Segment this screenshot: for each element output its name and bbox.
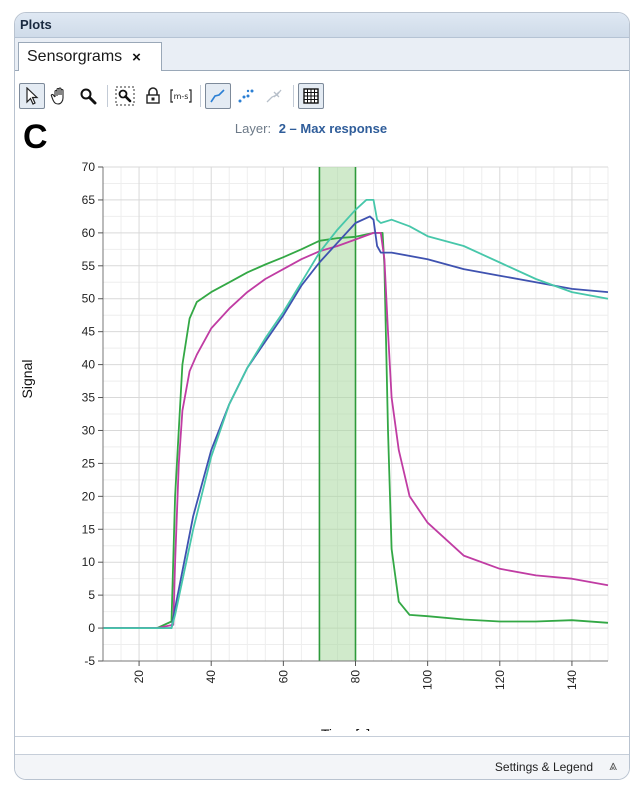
lock-axis-icon [146, 87, 160, 104]
legend-divider [15, 736, 629, 737]
x-tick-label: 20 [132, 670, 146, 684]
toolbar-separator [200, 85, 201, 107]
y-tick-label: 50 [82, 292, 96, 306]
zoom-icon [80, 88, 97, 105]
y-tick-label: 0 [88, 621, 95, 635]
x-tick-label: 40 [204, 670, 218, 684]
line-mode-icon [210, 89, 225, 103]
fit-range-icon: m-s [170, 89, 192, 103]
tab-label: Sensorgrams [27, 48, 123, 65]
panel-letter: C [23, 118, 48, 156]
tab-strip: Sensorgrams × [15, 38, 629, 71]
toolbar-separator [293, 85, 294, 107]
point-mode-button[interactable] [233, 83, 259, 109]
settings-legend-label[interactable]: Settings & Legend [494, 760, 593, 774]
layer-prefix: Layer: [235, 121, 271, 136]
tab-sensorgrams[interactable]: Sensorgrams × [18, 42, 162, 71]
y-tick-label: 20 [82, 489, 96, 503]
x-tick-label: 140 [565, 670, 579, 690]
series-line-4 [103, 199, 609, 629]
series-line-3 [103, 215, 609, 629]
pan-hand-icon [50, 87, 64, 105]
y-tick-label: 5 [88, 588, 95, 602]
y-tick-label: 70 [82, 160, 96, 174]
zoom-region-button[interactable] [112, 83, 138, 109]
y-tick-label: 30 [82, 423, 96, 437]
x-tick-label: 100 [421, 670, 435, 690]
y-tick-label: 40 [82, 358, 96, 372]
x-tick-label: 60 [276, 670, 290, 684]
clear-points-icon [266, 89, 282, 103]
y-tick-label: 60 [82, 226, 96, 240]
plot-area: C Layer: 2 – Max response -5 0 5 10 15 20 25 30… [15, 111, 629, 742]
lock-axis-button[interactable] [140, 83, 166, 109]
svg-text:m-s: m-s [174, 92, 189, 101]
y-axis-label: Signal [19, 360, 35, 399]
series-line-2 [103, 232, 609, 629]
panel-titlebar: Plots [15, 13, 629, 38]
x-tick-label: 80 [349, 670, 363, 684]
y-tick-label: 25 [82, 456, 96, 470]
line-mode-button[interactable] [205, 83, 231, 109]
y-tick-label: 35 [82, 391, 96, 405]
plot-layer: -5 0 5 10 15 20 25 30 35 40 45 50 55 60 65 70 20 40 60 80 10… [19, 160, 609, 742]
toolbar-separator [107, 85, 108, 107]
plots-window: Plots Sensorgrams × [14, 12, 630, 780]
expand-chevron-icon[interactable]: ⩓ [609, 757, 617, 773]
fit-range-button[interactable]: m-s [168, 83, 194, 109]
zoom-tool-button[interactable] [75, 83, 101, 109]
grid-icon [303, 88, 319, 104]
zoom-region-icon [115, 86, 135, 106]
y-tick-label: 45 [82, 325, 96, 339]
sensorgram-chart[interactable]: C Layer: 2 – Max response -5 0 5 10 15 20 25 30… [15, 111, 629, 742]
point-mode-icon [238, 89, 254, 103]
pointer-icon [26, 87, 39, 105]
series-line-1 [103, 232, 609, 629]
clear-points-button[interactable] [261, 83, 287, 109]
grid-toggle-button[interactable] [298, 83, 324, 109]
plot-toolbar: m-s [19, 82, 326, 110]
panel-title: Plots [20, 17, 52, 32]
y-tick-label: -5 [84, 654, 95, 668]
y-tick-label: 10 [82, 555, 96, 569]
tab-close-icon[interactable]: × [132, 48, 141, 66]
pointer-tool-button[interactable] [19, 83, 45, 109]
x-tick-label: 120 [493, 670, 507, 690]
pan-tool-button[interactable] [47, 83, 73, 109]
y-tick-label: 15 [82, 522, 96, 536]
y-tick-label: 65 [82, 193, 96, 207]
x-axis-label: Time [s] [321, 726, 370, 731]
layer-header: Layer: 2 – Max response [235, 121, 387, 136]
layer-name: 2 – Max response [279, 121, 387, 136]
settings-legend-bar[interactable]: Settings & Legend ⩓ [15, 754, 629, 779]
y-tick-label: 55 [82, 259, 96, 273]
